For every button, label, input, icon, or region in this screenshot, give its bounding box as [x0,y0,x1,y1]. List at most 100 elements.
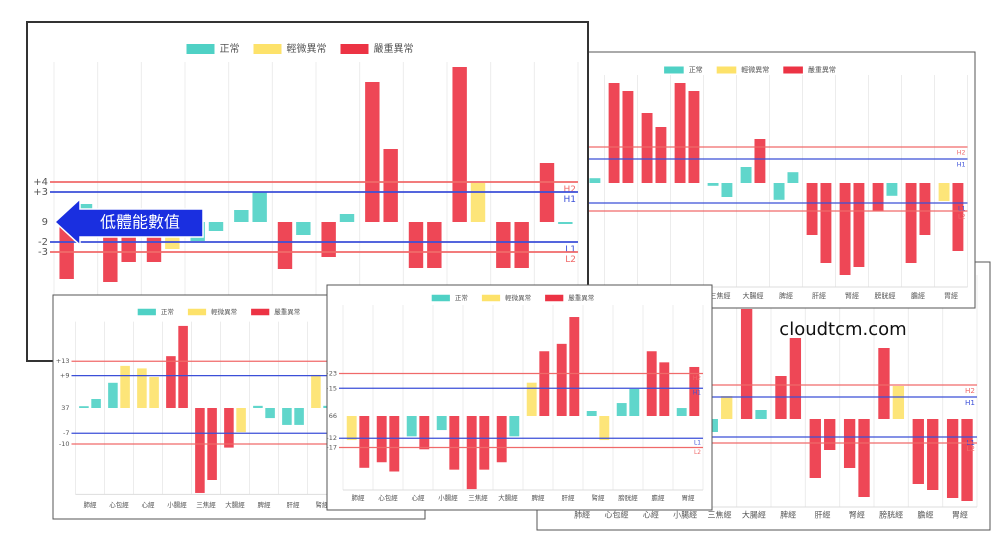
reference-line-name: L1 [958,205,966,212]
x-tick-label: 三焦經 [468,493,488,502]
x-tick-label: 三焦經 [196,500,216,509]
bar [892,386,905,419]
bar [149,377,159,408]
y-tick-label: -3 [38,247,48,258]
legend-swatch [340,44,369,54]
y-tick-label: -10 [59,440,70,448]
bar [108,382,118,408]
bar [91,399,101,408]
legend-swatch [187,308,207,316]
bar [622,91,634,183]
x-tick-label: 脾經 [779,291,793,300]
legend-label: 正常 [455,293,468,302]
y-tick-label: 37 [61,404,69,412]
x-tick-label: 大腸經 [742,510,766,520]
bar [365,82,380,222]
x-tick-label: 脾經 [532,493,546,502]
bar [419,416,430,450]
bar [234,210,249,222]
bar [676,408,687,416]
bar [294,408,304,425]
bar [787,172,799,183]
x-tick-label: 心包經 [109,500,129,509]
reference-line-name: L2 [966,444,975,453]
x-tick-label: 胃經 [952,510,968,520]
bar [689,366,700,416]
annotation-text: 低體能數值 [100,213,180,232]
legend-label: 嚴重異常 [374,42,414,55]
y-tick-label: 9 [42,217,48,228]
legend-swatch [664,66,684,74]
bar [376,416,387,463]
x-tick-label: 心經 [643,510,659,520]
bar [539,351,550,416]
bar [496,416,507,463]
bar [389,416,400,472]
bar [408,222,424,268]
bar [514,222,529,268]
chart-panel: 正常輕微異常嚴重異常肺經心包經心經小腸經三焦經大腸經脾經肝經腎經膀胱經膽經胃經H… [554,51,976,309]
y-tick-label: -2 [38,237,48,248]
x-tick-label: 膀胱經 [879,510,903,520]
x-tick-label: 肝經 [812,291,826,300]
bar [589,178,601,183]
bar [858,419,870,497]
bar [599,416,610,441]
x-tick-label: 肝經 [562,493,576,502]
x-tick-label: 小腸經 [167,500,187,509]
x-tick-label: 膽經 [918,510,934,520]
y-tick-label: +9 [60,372,70,380]
x-tick-label: 三焦經 [708,510,732,520]
reference-line-name: H2 [965,386,975,395]
bar [809,419,821,478]
bar [452,67,467,222]
bar [820,183,832,263]
y-tick-label: +23 [323,369,337,377]
bar [79,406,89,408]
x-tick-label: 肝經 [815,510,831,520]
bar [952,183,964,251]
watermark: cloudtcm.com [779,319,906,340]
x-tick-label: 肺經 [84,500,98,509]
bar [886,183,898,196]
bar [646,351,657,416]
bar [912,419,924,484]
x-tick-label: 大腸經 [225,500,245,509]
bar [496,222,511,268]
bar [208,222,224,231]
legend-label: 輕微異常 [741,65,769,74]
legend-label: 正常 [220,42,240,55]
y-tick-label: +13 [56,357,70,365]
reference-line-name: H2 [693,376,701,382]
legend-swatch [481,294,501,302]
x-tick-label: 心包經 [605,510,629,520]
x-tick-label: 胃經 [682,493,696,502]
legend-swatch [137,308,156,316]
reference-line-name: H2 [957,149,966,156]
y-tick-label: -7 [63,429,69,437]
legend-label: 正常 [161,307,174,316]
bar [137,368,147,408]
bar [707,183,719,186]
bar [479,416,490,470]
bar [927,419,939,490]
x-tick-label: 心經 [412,493,426,502]
reference-line-name: L1 [565,245,576,255]
x-tick-label: 膽經 [652,493,666,502]
bar [224,408,234,448]
bar [586,411,597,416]
reference-line-name: L1 [694,441,701,447]
x-tick-label: 心經 [142,500,156,509]
bar [905,183,917,263]
legend-swatch [783,66,803,74]
bar [296,222,311,235]
bar [346,416,357,441]
x-tick-label: 小腸經 [673,510,697,520]
bar [754,139,766,183]
bar [406,416,417,437]
x-tick-label: 腎經 [845,291,859,300]
bar [166,356,176,408]
bar [740,309,753,419]
bar [466,416,477,490]
